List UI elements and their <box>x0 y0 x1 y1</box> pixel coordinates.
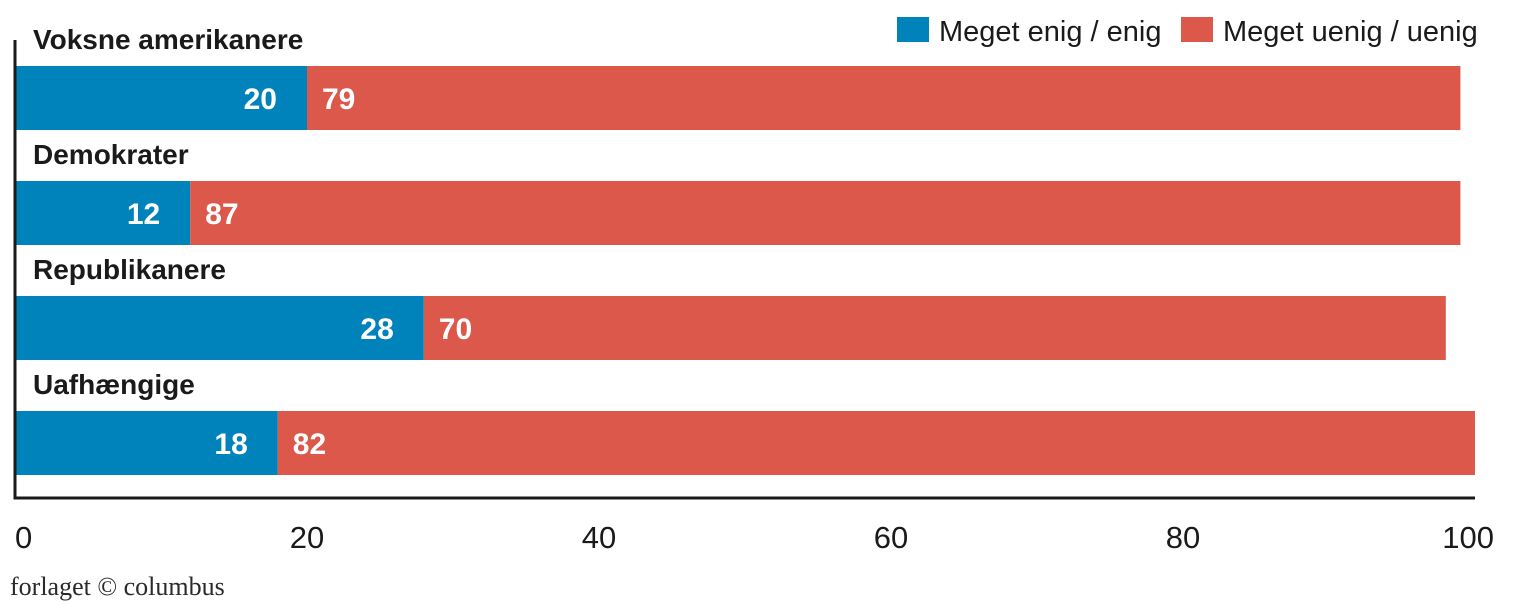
x-tick-label-1: 20 <box>290 520 324 555</box>
data-label-1-2: 70 <box>439 313 472 346</box>
x-tick-labels: 0 20 40 60 80 100 <box>15 520 1494 555</box>
bar-1-2 <box>423 296 1446 360</box>
category-label-0: Voksne amerikanere <box>33 24 303 55</box>
data-label-0-2: 28 <box>360 313 393 346</box>
data-label-1-0: 79 <box>322 83 355 116</box>
bar-0-3 <box>15 411 278 475</box>
data-label-0-1: 12 <box>127 198 160 231</box>
category-label-2: Republikanere <box>33 254 226 285</box>
data-label-0-0: 20 <box>244 83 277 116</box>
x-tick-label-0: 0 <box>15 520 32 555</box>
bar-1-0 <box>307 66 1461 130</box>
data-label-1-3: 82 <box>293 428 326 461</box>
bar-1-3 <box>277 411 1475 475</box>
category-label-1: Demokrater <box>33 139 189 170</box>
bar-0-0 <box>15 66 307 130</box>
bar-0-2 <box>15 296 424 360</box>
bar-0-1 <box>15 181 191 245</box>
category-label-3: Uafhængige <box>33 369 195 400</box>
bar-1-1 <box>190 181 1461 245</box>
x-tick-label-3: 60 <box>874 520 908 555</box>
x-tick-label-5: 100 <box>1442 520 1494 555</box>
bars-group: Voksne amerikanere 20 79 Demokrater 12 87 Repu… <box>15 24 1475 475</box>
x-tick-label-4: 80 <box>1166 520 1200 555</box>
legend-label-0: Meget enig / enig <box>939 16 1161 48</box>
data-label-0-3: 18 <box>214 428 247 461</box>
publisher-source-label: forlaget © columbus <box>10 572 225 601</box>
legend-swatch-0 <box>897 17 929 42</box>
legend-label-1: Meget uenig / uenig <box>1223 16 1478 48</box>
legend-swatch-1 <box>1181 17 1213 42</box>
x-tick-label-2: 40 <box>582 520 616 555</box>
axes-group <box>13 40 1475 500</box>
data-label-1-1: 87 <box>205 198 238 231</box>
legend: Meget enig / enig Meget uenig / uenig <box>897 16 1478 48</box>
